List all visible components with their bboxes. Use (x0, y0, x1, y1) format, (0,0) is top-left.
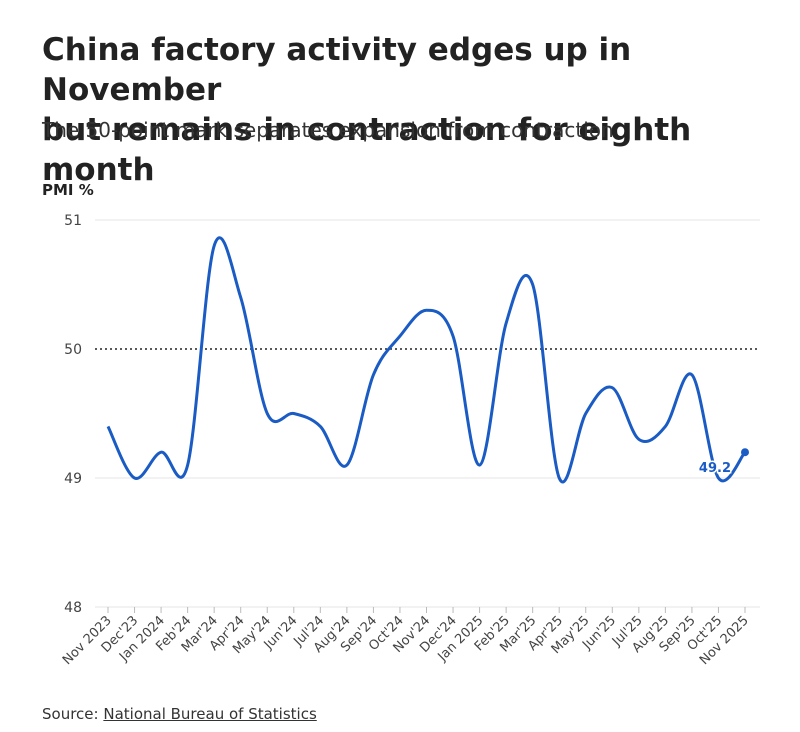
source-link[interactable]: National Bureau of Statistics (103, 705, 317, 723)
end-point (741, 448, 749, 457)
line (106, 236, 747, 484)
title-line: China factory activity edges up in Novem… (42, 32, 632, 108)
source: Source: National Bureau of Statistics (42, 705, 317, 723)
y-tick-label: 48 (64, 600, 82, 616)
data-label: 49.2 (699, 461, 731, 476)
y-tick-label: 51 (64, 213, 82, 229)
y-tick-label: 49 (64, 471, 82, 487)
y-axis-label: PMI % (42, 181, 94, 199)
chart-title: China factory activity edges up in Novem… (42, 30, 800, 190)
title-line: but remains in contraction for eighth mo… (42, 112, 692, 188)
y-tick-label: 50 (64, 342, 82, 358)
chart-subtitle: The 50-point mark separates expansion fr… (42, 118, 614, 142)
source-label: Source: (42, 705, 99, 723)
